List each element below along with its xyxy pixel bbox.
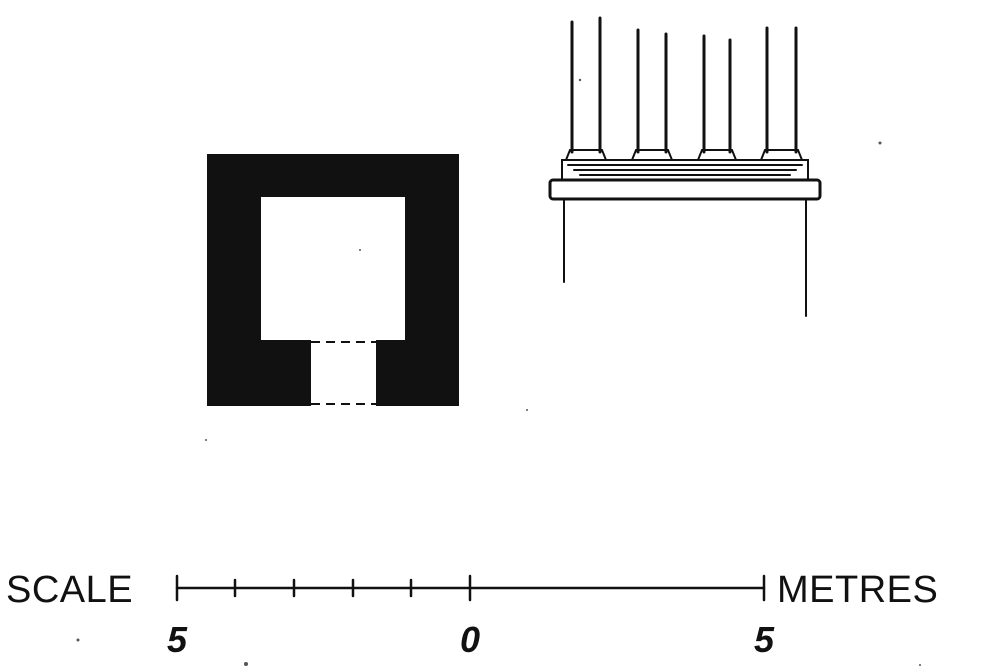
base-slab <box>548 178 822 201</box>
podium-steps <box>561 159 809 181</box>
metres-label: METRES <box>777 569 938 611</box>
plan-walls <box>207 154 459 406</box>
scale-label: SCALE <box>6 569 133 611</box>
column-2 <box>636 28 668 154</box>
scale-tick-label-right: 5 <box>754 619 775 660</box>
elevation <box>548 16 822 317</box>
scale-tick-label-zero: 0 <box>460 619 480 660</box>
scale-bar: SCALE METRES 5 0 5 <box>6 569 938 660</box>
column-3 <box>702 34 732 154</box>
column-1 <box>570 16 602 154</box>
floor-plan <box>207 154 459 406</box>
column-4 <box>765 26 798 154</box>
print-specks <box>76 78 921 666</box>
column-bases <box>565 149 803 161</box>
scale-tick-label-left: 5 <box>167 619 188 660</box>
